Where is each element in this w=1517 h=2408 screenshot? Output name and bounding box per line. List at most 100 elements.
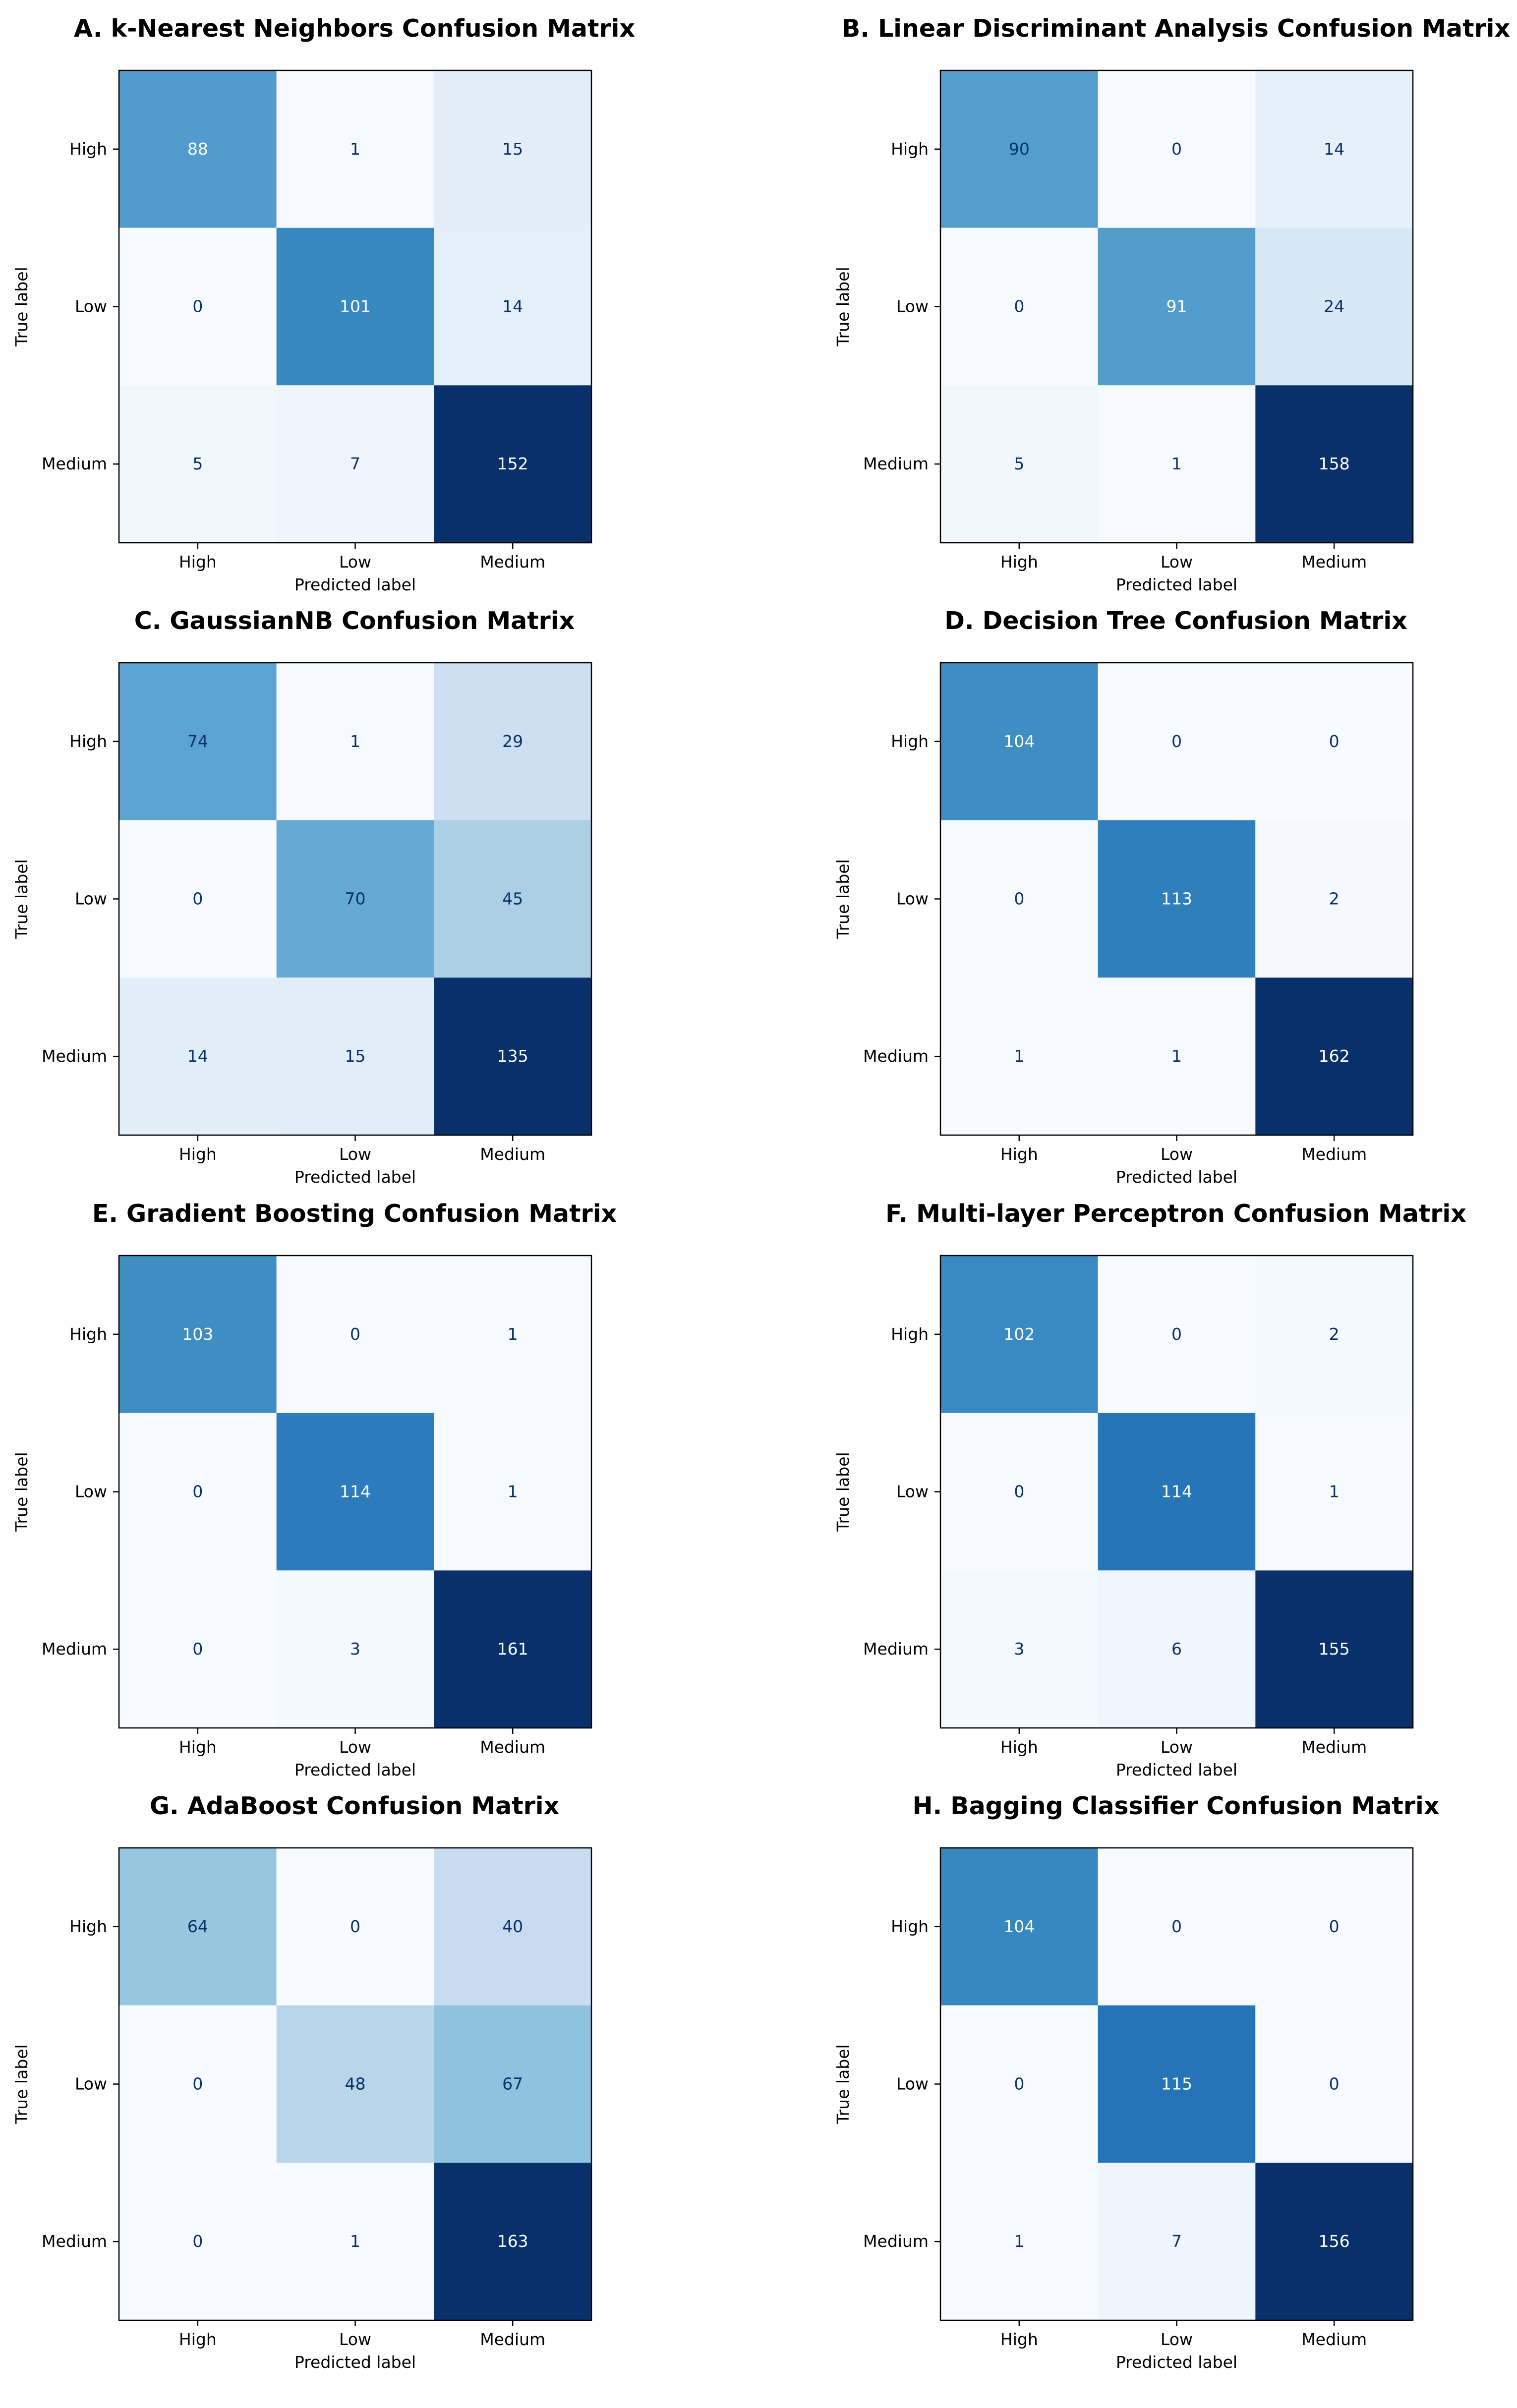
x-tick-label: Medium xyxy=(480,1145,545,1164)
y-tick-label: Low xyxy=(896,297,929,316)
x-tick-label: Medium xyxy=(480,1737,545,1757)
cell-value-label: 158 xyxy=(1319,454,1350,473)
heatmap-cell xyxy=(119,977,277,1135)
cell-value-label: 103 xyxy=(182,1324,213,1344)
cell-value-label: 1 xyxy=(508,1482,518,1501)
heatmap-cell xyxy=(1098,2005,1256,2163)
cell-value-label: 40 xyxy=(502,1917,523,1936)
heatmap-cell xyxy=(940,2005,1098,2163)
confusion-matrix-panel: H. Bagging Classifier Confusion Matrix10… xyxy=(833,1792,1439,2372)
chart-title: F. Multi-layer Perceptron Confusion Matr… xyxy=(885,1200,1466,1228)
heatmap-cell xyxy=(1098,1413,1256,1571)
cell-value-label: 88 xyxy=(187,139,208,159)
heatmap-cell xyxy=(940,820,1098,978)
cell-value-label: 1 xyxy=(508,1324,518,1344)
confusion-matrix-panel: C. GaussianNB Confusion Matrix 74 1 29 0 70 45… xyxy=(12,607,592,1187)
y-axis-label: True label xyxy=(833,267,853,346)
cell-value-label: 0 xyxy=(192,1639,203,1659)
cell-value-label: 15 xyxy=(345,1046,366,1066)
y-tick-label: Low xyxy=(896,2074,929,2094)
cell-value-label: 45 xyxy=(502,889,523,909)
cell-value-label: 104 xyxy=(1003,732,1035,751)
cell-value-label: 0 xyxy=(1329,1917,1340,1936)
x-tick-label: Medium xyxy=(1301,552,1367,572)
y-tick-label: Medium xyxy=(863,1046,929,1066)
x-tick-label: High xyxy=(179,2330,217,2349)
cell-value-label: 114 xyxy=(1161,1482,1192,1501)
heatmap-cell xyxy=(434,2163,591,2320)
y-tick-label: High xyxy=(891,1324,929,1344)
x-tick-label: Medium xyxy=(1301,1145,1367,1164)
confusion-matrix-panel: E. Gradient Boosting Confusion Matrix103… xyxy=(12,1200,617,1779)
heatmap-cell xyxy=(940,2163,1098,2320)
heatmap-cell xyxy=(940,1256,1098,1413)
heatmap-cell xyxy=(1098,663,1256,820)
cell-value-label: 0 xyxy=(350,1917,360,1936)
x-tick-label: High xyxy=(1000,1145,1038,1164)
cell-value-label: 2 xyxy=(1329,1324,1340,1344)
heatmap-cell xyxy=(1255,228,1413,386)
heatmap-cell xyxy=(276,1570,434,1728)
heatmap-cell xyxy=(940,1570,1098,1728)
cell-value-label: 1 xyxy=(350,2232,360,2251)
heatmap-cell xyxy=(1255,385,1413,543)
heatmap-cell xyxy=(434,70,591,228)
y-tick-label: Medium xyxy=(42,454,107,473)
cell-value-label: 91 xyxy=(1167,297,1187,316)
cell-value-label: 155 xyxy=(1319,1639,1350,1659)
heatmap-cell xyxy=(1098,1848,1256,2006)
y-axis-label: True label xyxy=(833,2044,853,2124)
cell-value-label: 0 xyxy=(1171,1324,1182,1344)
cell-value-label: 162 xyxy=(1319,1046,1350,1066)
cell-value-label: 1 xyxy=(350,732,360,751)
cell-value-label: 161 xyxy=(497,1639,528,1659)
cell-value-label: 2 xyxy=(1329,889,1340,909)
cell-value-label: 0 xyxy=(1014,297,1024,316)
x-tick-label: Low xyxy=(339,2330,371,2349)
x-tick-label: Low xyxy=(339,1737,371,1757)
heatmap-cell xyxy=(1098,820,1256,978)
heatmap-cell xyxy=(434,1413,591,1571)
heatmap-cell xyxy=(276,70,434,228)
cell-value-label: 5 xyxy=(192,454,203,473)
cell-value-label: 1 xyxy=(1329,1482,1340,1501)
heatmap-cell xyxy=(276,1848,434,2006)
x-axis-label: Predicted label xyxy=(294,1760,416,1779)
cell-value-label: 14 xyxy=(502,297,523,316)
heatmap-cell xyxy=(434,1570,591,1728)
heatmap-cell xyxy=(940,663,1098,820)
heatmap-cell xyxy=(940,70,1098,228)
confusion-matrix-panel: D. Decision Tree Confusion Matrix 104 0 0 0 1… xyxy=(833,607,1414,1187)
cell-value-label: 14 xyxy=(187,1046,208,1066)
cell-value-label: 0 xyxy=(1014,889,1024,909)
cell-value-label: 0 xyxy=(1171,1917,1182,1936)
heatmap-cell xyxy=(1255,977,1413,1135)
cell-value-label: 15 xyxy=(502,139,523,159)
cell-value-label: 0 xyxy=(1014,1482,1024,1501)
y-tick-label: High xyxy=(891,1917,929,1936)
y-tick-label: Medium xyxy=(42,2232,107,2251)
chart-title: C. GaussianNB Confusion Matrix xyxy=(134,607,575,635)
heatmap-cell xyxy=(1255,2163,1413,2320)
cell-value-label: 7 xyxy=(350,454,360,473)
cell-value-label: 101 xyxy=(340,297,371,316)
y-tick-label: Medium xyxy=(863,2232,929,2251)
cell-value-label: 24 xyxy=(1324,297,1344,316)
heatmap-cell xyxy=(434,2005,591,2163)
confusion-matrix-panel: F. Multi-layer Perceptron Confusion Matr… xyxy=(833,1200,1466,1779)
y-tick-label: Medium xyxy=(863,1639,929,1659)
cell-value-label: 104 xyxy=(1003,1917,1035,1936)
cell-value-label: 0 xyxy=(192,1482,203,1501)
x-axis-label: Predicted label xyxy=(1116,575,1237,594)
heatmap-cell xyxy=(940,385,1098,543)
cell-value-label: 0 xyxy=(192,889,203,909)
cell-value-label: 1 xyxy=(1171,454,1182,473)
heatmap-cell xyxy=(119,228,277,386)
cell-value-label: 0 xyxy=(1329,2074,1340,2094)
y-axis-label: True label xyxy=(12,2044,31,2124)
heatmap-cell xyxy=(276,2005,434,2163)
cell-value-label: 70 xyxy=(345,889,366,909)
cell-value-label: 0 xyxy=(192,2232,203,2251)
heatmap-cell xyxy=(434,1848,591,2006)
heatmap-cell xyxy=(1255,1256,1413,1413)
